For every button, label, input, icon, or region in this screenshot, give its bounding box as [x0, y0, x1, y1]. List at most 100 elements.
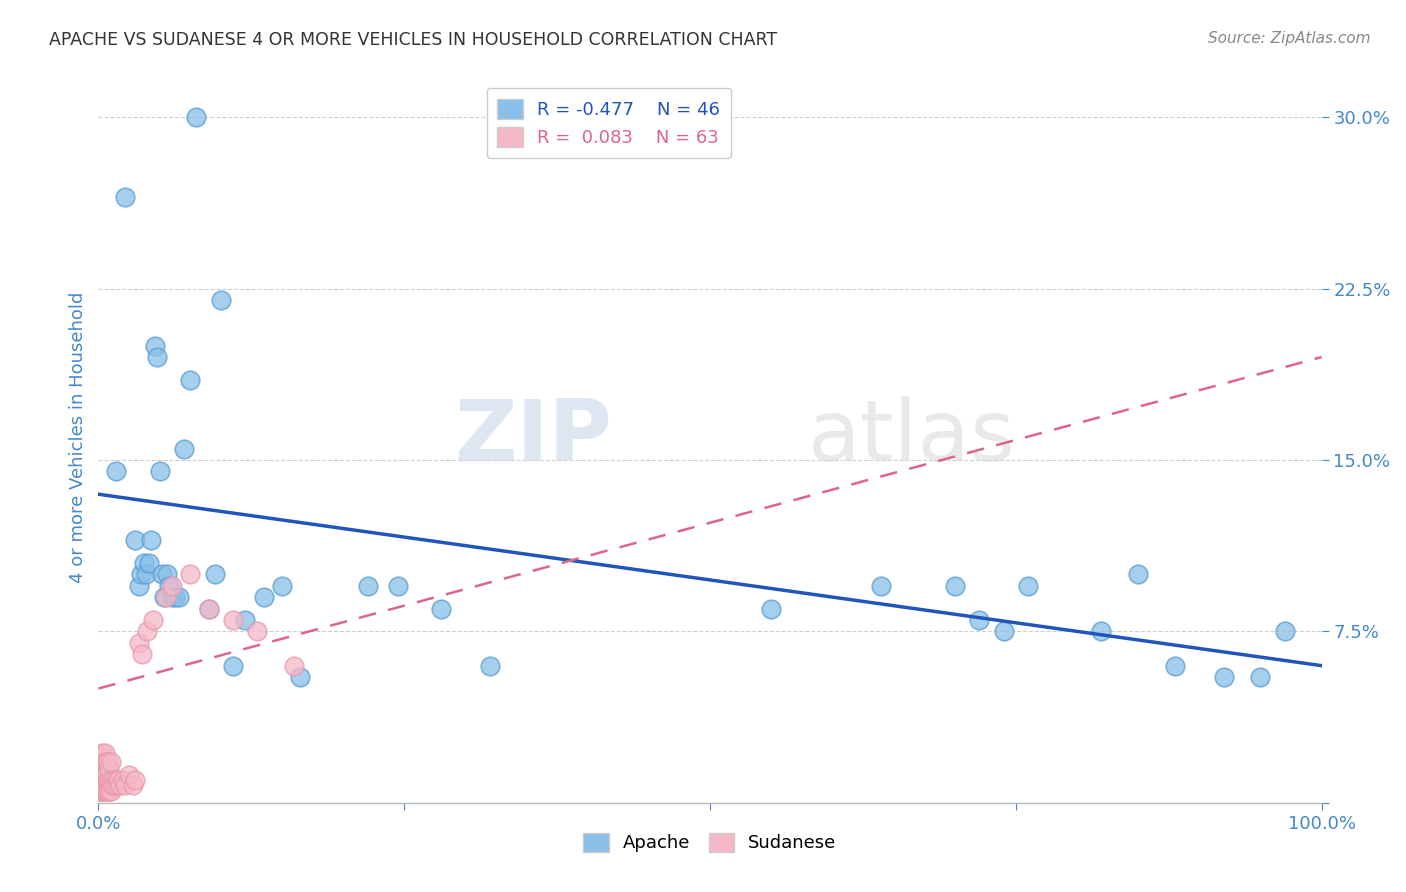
Point: [1249, 670, 1271, 684]
Point: [90, 784, 112, 798]
Point: [93, 755, 115, 769]
Point: [89, 750, 111, 764]
Point: [96, 784, 118, 798]
Point: [430, 601, 453, 615]
Point: [93, 746, 115, 760]
Text: Source: ZipAtlas.com: Source: ZipAtlas.com: [1208, 31, 1371, 46]
Point: [146, 350, 169, 364]
Point: [118, 768, 141, 782]
Point: [114, 190, 136, 204]
Point: [100, 772, 122, 787]
Point: [90, 772, 112, 787]
Point: [97, 772, 120, 787]
Point: [97, 755, 120, 769]
Point: [186, 110, 208, 124]
Point: [179, 373, 201, 387]
Point: [270, 579, 294, 593]
Point: [124, 772, 146, 787]
Point: [90, 750, 112, 764]
Point: [89, 772, 111, 787]
Point: [91, 746, 114, 760]
Point: [139, 533, 162, 547]
Point: [943, 579, 966, 593]
Point: [173, 442, 195, 456]
Point: [138, 556, 160, 570]
Point: [1164, 658, 1187, 673]
Point: [93, 768, 115, 782]
Point: [356, 579, 378, 593]
Point: [107, 772, 129, 787]
Point: [93, 778, 115, 792]
Point: [98, 772, 121, 787]
Point: [100, 784, 122, 798]
Point: [1090, 624, 1112, 639]
Point: [478, 658, 501, 673]
Point: [1128, 567, 1150, 582]
Point: [197, 601, 219, 615]
Point: [98, 762, 121, 776]
Point: [153, 590, 176, 604]
Point: [91, 768, 114, 782]
Point: [160, 579, 183, 593]
Point: [132, 556, 155, 570]
Point: [91, 784, 114, 798]
Point: [387, 579, 409, 593]
Point: [135, 567, 157, 582]
Point: [156, 567, 179, 582]
Point: [167, 590, 190, 604]
Point: [91, 755, 114, 769]
Text: APACHE VS SUDANESE 4 OR MORE VEHICLES IN HOUSEHOLD CORRELATION CHART: APACHE VS SUDANESE 4 OR MORE VEHICLES IN…: [49, 31, 778, 49]
Point: [1017, 579, 1039, 593]
Point: [98, 784, 121, 798]
Point: [197, 601, 219, 615]
Point: [105, 778, 128, 792]
Point: [91, 778, 114, 792]
Point: [101, 778, 124, 792]
Point: [94, 768, 117, 782]
Point: [761, 601, 783, 615]
Point: [246, 624, 269, 639]
Point: [90, 762, 112, 776]
Point: [91, 784, 114, 798]
Point: [149, 464, 172, 478]
Point: [1212, 670, 1234, 684]
Text: ZIP: ZIP: [454, 395, 612, 479]
Point: [96, 755, 118, 769]
Point: [143, 338, 166, 352]
Point: [155, 590, 177, 604]
Y-axis label: 4 or more Vehicles in Household: 4 or more Vehicles in Household: [69, 292, 87, 582]
Point: [111, 772, 134, 787]
Point: [129, 567, 152, 582]
Point: [128, 636, 150, 650]
Point: [142, 613, 165, 627]
Point: [87, 784, 110, 798]
Point: [124, 533, 146, 547]
Point: [93, 784, 115, 798]
Point: [94, 755, 117, 769]
Point: [157, 579, 180, 593]
Point: [283, 658, 305, 673]
Point: [89, 762, 111, 776]
Point: [110, 778, 132, 792]
Point: [150, 567, 173, 582]
Point: [136, 624, 159, 639]
Point: [179, 567, 201, 582]
Point: [252, 590, 274, 604]
Point: [91, 768, 114, 782]
Point: [91, 778, 114, 792]
Point: [222, 658, 245, 673]
Point: [870, 579, 893, 593]
Point: [103, 778, 125, 792]
Text: atlas: atlas: [808, 395, 1017, 479]
Point: [993, 624, 1015, 639]
Point: [96, 772, 118, 787]
Point: [104, 772, 127, 787]
Point: [94, 778, 117, 792]
Point: [121, 778, 143, 792]
Point: [90, 778, 112, 792]
Point: [222, 613, 245, 627]
Point: [233, 613, 256, 627]
Point: [204, 567, 226, 582]
Point: [209, 293, 232, 307]
Point: [101, 772, 124, 787]
